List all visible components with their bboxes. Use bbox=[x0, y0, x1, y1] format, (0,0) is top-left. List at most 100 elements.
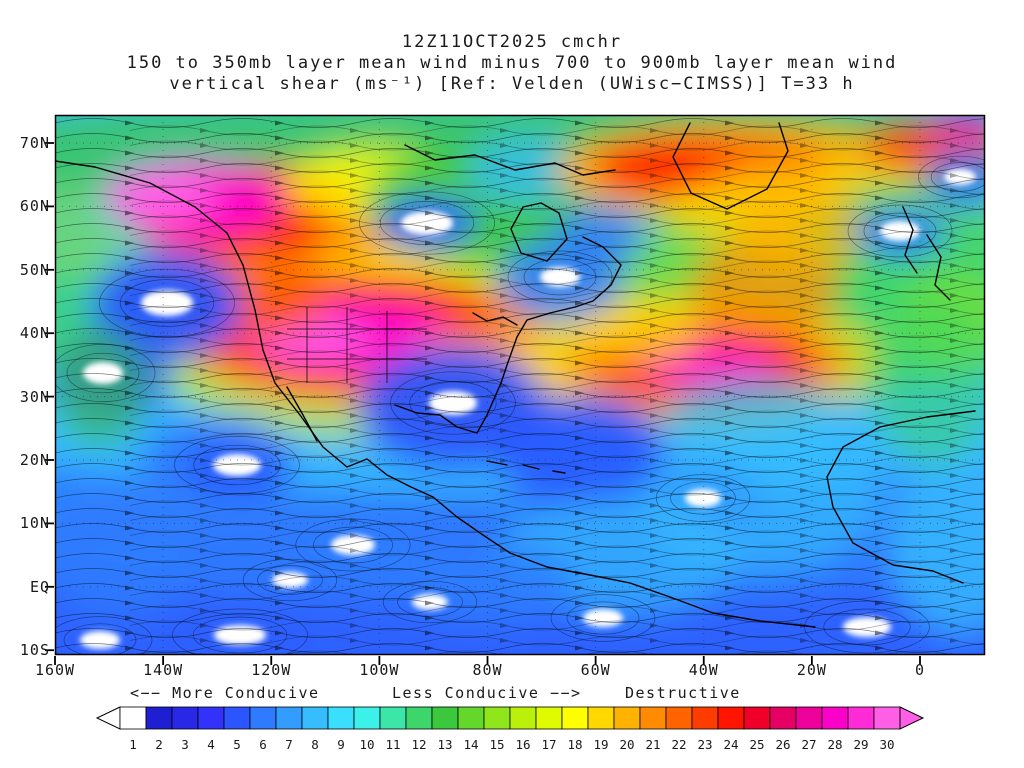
lon-tick-label: 160W bbox=[34, 661, 76, 679]
colorbar-value: 14 bbox=[463, 737, 479, 752]
lon-tick-label: 100W bbox=[359, 661, 400, 679]
colorbar-cell bbox=[613, 706, 641, 730]
lat-tick-label: 60N bbox=[19, 197, 50, 216]
colorbar-cell bbox=[327, 706, 355, 730]
colorbar-cell bbox=[275, 706, 303, 730]
colorbar-cell bbox=[353, 706, 381, 730]
colorbar-value: 25 bbox=[749, 737, 765, 752]
colorbar-swatches bbox=[95, 706, 925, 730]
lon-tick-label: 120W bbox=[251, 661, 292, 679]
colorbar-cell bbox=[431, 706, 459, 730]
lat-tick-label: 10N bbox=[19, 514, 50, 533]
map-frame bbox=[54, 114, 986, 656]
axis-ticks bbox=[45, 142, 921, 665]
colorbar-value: 8 bbox=[311, 737, 319, 752]
lat-tick-label: 50N bbox=[19, 260, 50, 279]
colorbar-value: 5 bbox=[233, 737, 241, 752]
colorbar-cell bbox=[197, 706, 225, 730]
colorbar-cell bbox=[639, 706, 667, 730]
colorbar-value: 22 bbox=[671, 737, 687, 752]
colorbar-cell bbox=[483, 706, 511, 730]
lat-tick-label: 70N bbox=[19, 134, 50, 152]
shear-map bbox=[45, 114, 986, 665]
colorbar-cell bbox=[223, 706, 251, 730]
colorbar-value: 29 bbox=[853, 737, 869, 752]
colorbar-value: 10 bbox=[359, 737, 375, 752]
colorbar-value: 16 bbox=[515, 737, 531, 752]
colorbar-cell bbox=[665, 706, 693, 730]
lon-tick-label: 20W bbox=[796, 661, 827, 679]
colorbar-cell bbox=[795, 706, 823, 730]
colorbar-cell bbox=[379, 706, 407, 730]
lat-tick-label: 10S bbox=[19, 641, 50, 660]
colorbar-value: 1 bbox=[129, 737, 137, 752]
legend-more-conducive: <−− More Conducive bbox=[130, 684, 320, 702]
colorbar-cell bbox=[847, 706, 875, 730]
colorbar-value: 21 bbox=[645, 737, 661, 752]
colorbar-value: 11 bbox=[385, 737, 401, 752]
colorbar-value: 17 bbox=[541, 737, 557, 752]
colorbar-cell bbox=[119, 706, 147, 730]
title-line-3: vertical shear (ms⁻¹) [Ref: Velden (UWis… bbox=[169, 74, 855, 94]
colorbar-cell bbox=[145, 706, 173, 730]
colorbar-value: 26 bbox=[775, 737, 791, 752]
colorbar-cell bbox=[301, 706, 329, 730]
colorbar-value: 12 bbox=[411, 737, 427, 752]
colorbar-value: 18 bbox=[567, 737, 583, 752]
colorbar-cell bbox=[171, 706, 199, 730]
map-plot-area: 70N 60N 50N 40N 30N 20N 10N EQ 10S 160W 140W 120W 10… bbox=[0, 114, 1024, 715]
colorbar-right-arrow bbox=[899, 706, 925, 730]
colorbar-value: 24 bbox=[723, 737, 739, 752]
colorbar-value: 3 bbox=[181, 737, 189, 752]
colorbar-value: 27 bbox=[801, 737, 817, 752]
colorbar-cell bbox=[535, 706, 563, 730]
colorbar-cell bbox=[743, 706, 771, 730]
colorbar-cell bbox=[561, 706, 589, 730]
colorbar-cell bbox=[873, 706, 901, 730]
state-borders bbox=[287, 307, 427, 383]
lon-tick-label: 0 bbox=[914, 661, 926, 679]
lon-tick-label: 80W bbox=[472, 661, 503, 679]
colorbar-cell bbox=[509, 706, 537, 730]
colorbar-left-arrow bbox=[95, 706, 121, 730]
colorbar-value: 20 bbox=[619, 737, 635, 752]
title-line-2: 150 to 350mb layer mean wind minus 700 t… bbox=[126, 53, 898, 73]
colorbar-value: 28 bbox=[827, 737, 843, 752]
colorbar-cell bbox=[457, 706, 485, 730]
colorbar-value: 23 bbox=[697, 737, 713, 752]
colorbar-cell bbox=[691, 706, 719, 730]
lat-tick-label: 30N bbox=[19, 387, 50, 406]
legend-destructive: Destructive bbox=[625, 684, 741, 702]
lon-tick-label: 140W bbox=[143, 661, 184, 679]
colorbar-cell bbox=[405, 706, 433, 730]
colorbar-cell bbox=[587, 706, 615, 730]
colorbar-cell bbox=[249, 706, 277, 730]
legend-less-conducive: Less Conducive −−> bbox=[392, 684, 582, 702]
colorbar-value: 6 bbox=[259, 737, 267, 752]
lat-tick-label: 40N bbox=[19, 324, 50, 343]
colorbar-value: 2 bbox=[155, 737, 163, 752]
colorbar-value: 4 bbox=[207, 737, 215, 752]
colorbar-cell bbox=[769, 706, 797, 730]
colorbar-scale-values: 1 2 3 4 5 6 7 8 9 10 11 12 13 14 15 16 17 18 19 20 21 22 23 24 2… bbox=[94, 734, 900, 753]
coastlines bbox=[55, 122, 976, 628]
lon-tick-label: 40W bbox=[688, 661, 719, 679]
colorbar-value: 30 bbox=[879, 737, 895, 752]
figure-title: 12Z11OCT2025 cmchr 150 to 350mb layer me… bbox=[0, 32, 1024, 95]
colorbar: 1 2 3 4 5 6 7 8 9 10 11 12 13 14 15 16 17 18 19 20 21 22 23 24 2… bbox=[94, 706, 930, 753]
colorbar-value: 15 bbox=[489, 737, 505, 752]
colorbar-value: 19 bbox=[593, 737, 609, 752]
lat-tick-label: 20N bbox=[19, 451, 50, 469]
colorbar-value: 7 bbox=[285, 737, 293, 752]
lon-tick-label: 60W bbox=[580, 661, 611, 679]
eddy-swirl-lines bbox=[55, 155, 985, 655]
colorbar-value: 13 bbox=[437, 737, 453, 752]
lat-tick-label: EQ bbox=[29, 577, 50, 596]
colorbar-legend: <−− More Conducive Less Conducive −−> De… bbox=[0, 684, 1024, 704]
colorbar-value: 9 bbox=[337, 737, 345, 752]
colorbar-cell bbox=[821, 706, 849, 730]
title-line-1: 12Z11OCT2025 cmchr bbox=[401, 32, 623, 52]
colorbar-cell bbox=[717, 706, 745, 730]
streamline-texture bbox=[55, 115, 985, 655]
